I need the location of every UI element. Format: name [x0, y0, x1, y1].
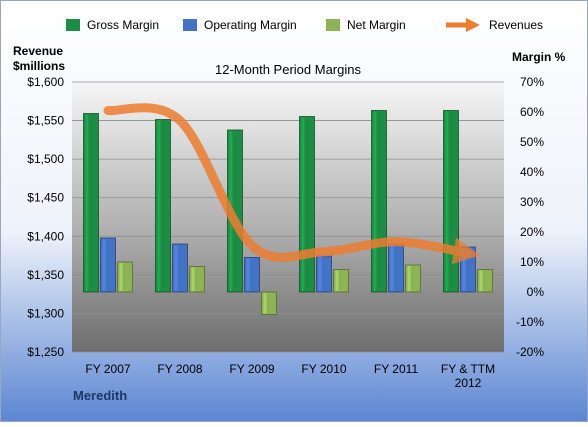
bar-highlight-net-margin [408, 266, 411, 291]
right-tick-label: 0% [527, 285, 545, 299]
bar-highlight-gross-margin [86, 115, 89, 292]
legend-label-gross-margin: Gross Margin [87, 18, 159, 32]
legend-swatch-net-margin [326, 19, 340, 31]
left-tick-label: $1,500 [27, 152, 64, 166]
right-tick-label: 30% [520, 195, 544, 209]
bar-highlight-gross-margin [446, 112, 449, 292]
right-tick-label: -20% [516, 345, 544, 359]
left-tick-label: $1,450 [27, 191, 64, 205]
left-tick-label: $1,350 [27, 268, 64, 282]
bar-highlight-operating-margin [391, 245, 394, 291]
left-tick-label: $1,400 [27, 229, 64, 243]
category-label: FY 2008 [157, 362, 202, 376]
right-axis-title: Margin % [512, 50, 566, 64]
legend-label-net-margin: Net Margin [347, 18, 406, 32]
bar-highlight-operating-margin [247, 259, 250, 292]
plot-area [72, 82, 504, 352]
legend-swatch-gross-margin [66, 19, 80, 31]
chart-title: 12-Month Period Margins [215, 62, 361, 77]
bar-highlight-net-margin [336, 271, 339, 292]
left-tick-label: $1,250 [27, 345, 64, 359]
bar-highlight-gross-margin [302, 118, 305, 292]
legend-swatch-operating-margin [183, 19, 197, 31]
category-label: FY 2010 [301, 362, 346, 376]
category-label: FY 2009 [229, 362, 274, 376]
legend-label-operating-margin: Operating Margin [204, 18, 297, 32]
category-label: 2012 [455, 376, 482, 390]
category-label: FY 2007 [85, 362, 130, 376]
right-tick-label: 70% [520, 75, 544, 89]
right-tick-label: 10% [520, 255, 544, 269]
legend-label-revenues: Revenues [489, 18, 543, 32]
right-tick-label: 40% [520, 165, 544, 179]
right-tick-label: 20% [520, 225, 544, 239]
category-label: FY & TTM [441, 362, 495, 376]
bar-highlight-operating-margin [103, 239, 106, 291]
left-axis-title-line2: $millions [13, 59, 65, 73]
left-tick-label: $1,300 [27, 306, 64, 320]
left-tick-label: $1,550 [27, 114, 64, 128]
left-axis-title-line1: Revenue [13, 44, 63, 58]
right-tick-label: 50% [520, 135, 544, 149]
left-tick-label: $1,600 [27, 75, 64, 89]
bar-highlight-net-margin [480, 271, 483, 292]
category-label: FY 2011 [374, 362, 419, 376]
right-tick-label: -10% [516, 315, 544, 329]
bar-highlight-net-margin [120, 263, 123, 291]
bar-highlight-net-margin [192, 268, 195, 292]
bar-highlight-gross-margin [374, 112, 377, 292]
bar-highlight-net-margin [264, 293, 267, 314]
right-tick-label: 60% [520, 105, 544, 119]
bar-highlight-operating-margin [319, 257, 322, 291]
bar-highlight-operating-margin [175, 245, 178, 291]
bar-highlight-gross-margin [158, 121, 161, 292]
company-name: Meredith [73, 388, 127, 403]
